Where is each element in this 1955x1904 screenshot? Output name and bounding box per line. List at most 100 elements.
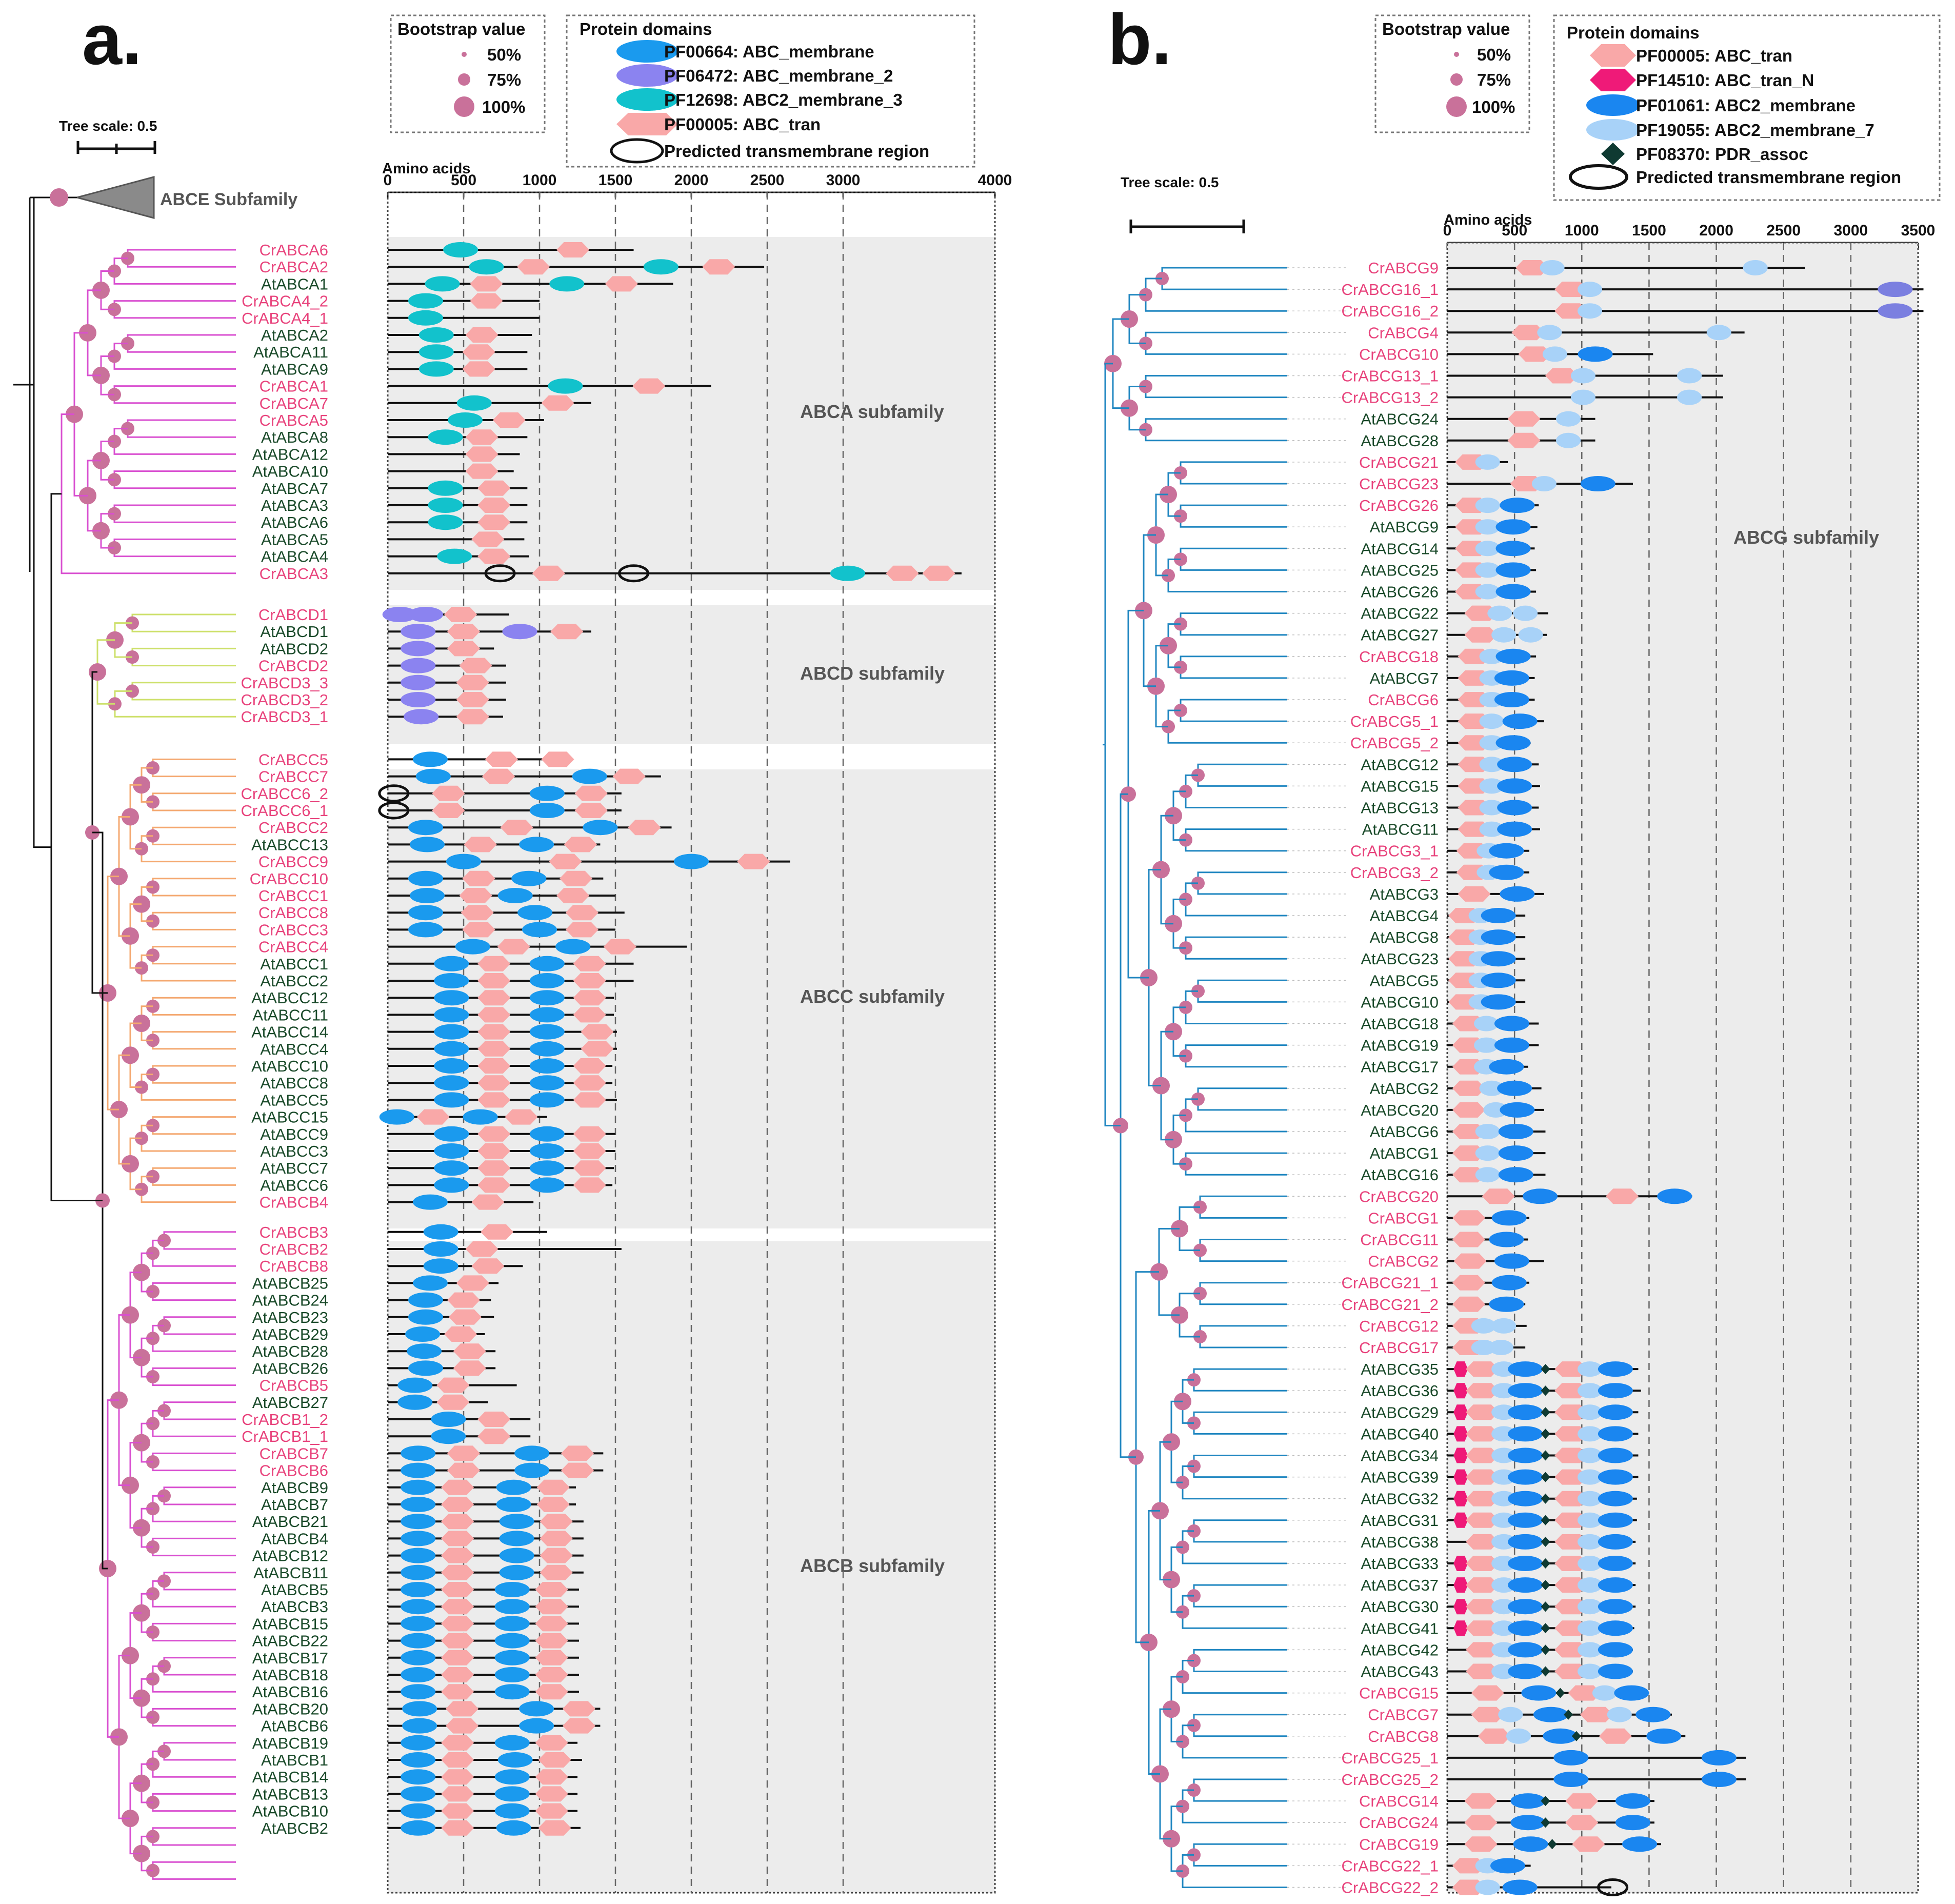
pf00005-domain-AtABCG42	[1466, 1642, 1499, 1658]
pf00664-domain-CrABCC1	[497, 888, 533, 903]
pf19055-domain-CrABCG13_2	[1677, 389, 1702, 405]
pf08370-domain-AtABCG30	[1541, 1601, 1550, 1612]
pf00005-domain-AtABCB6	[446, 1718, 479, 1734]
pf00664-domain-AtABCB18	[401, 1667, 436, 1682]
pf12698-legend-label: PF12698: ABC2_membrane_3	[664, 90, 903, 109]
pf00005-domain-AtABCA12	[465, 446, 498, 462]
tree-branch	[131, 647, 236, 657]
tree-branch	[152, 802, 236, 811]
pf00664-domain-AtABCB14	[401, 1769, 436, 1785]
pf00005-domain-AtABCG20	[1452, 1102, 1485, 1118]
abce-collapsed-clade: ABCE Subfamily	[13, 176, 297, 572]
pf00005-domain-CrABCG8	[1478, 1728, 1511, 1744]
tree-branch	[1193, 1725, 1287, 1737]
pf00664-domain-AtABCB13	[401, 1786, 436, 1802]
pf12698-domain-AtABCA1	[549, 276, 585, 292]
panel-a-leaf-labels: CrABCA6CrABCA2AtABCA1CrABCA4_2CrABCA4_1A…	[241, 241, 328, 1837]
leaf-label: CrABCG13_2	[1341, 389, 1439, 407]
leaf-label: CrABCG14	[1359, 1792, 1439, 1810]
tm-region-swatch	[610, 138, 664, 164]
pf00005-domain-CrABCB4	[471, 1194, 505, 1210]
pf00664-domain-AtABCB24	[408, 1292, 443, 1308]
pf00664-domain-CrABCC1	[409, 888, 445, 903]
tree-branch	[141, 968, 236, 982]
leaf-label: AtABCG43	[1361, 1663, 1439, 1681]
tree-branch	[127, 419, 236, 429]
pf01061-domain-AtABCG8	[1481, 929, 1516, 945]
pf19055-domain-AtABCG6	[1475, 1124, 1500, 1139]
pf00664-domain-AtABCC5	[529, 1092, 565, 1108]
tree-branch	[152, 1167, 236, 1177]
pf00005-domain-AtABCC15	[416, 1109, 450, 1125]
pf00664-domain-AtABCB12	[401, 1548, 436, 1563]
pf12698-domain-AtABCA6	[428, 514, 463, 530]
pf08370-domain-CrABCG24	[1541, 1817, 1550, 1828]
pf01061-domain-CrABCG22_1	[1490, 1858, 1526, 1874]
pf08370-domain-CrABCG14	[1541, 1796, 1550, 1807]
pf01061-domain-AtABCG32	[1598, 1491, 1633, 1506]
pf00005-domain-AtABCA3	[477, 498, 511, 513]
panel-b-gridlines	[1446, 242, 1919, 1894]
pf00005-domain-AtABCC14	[581, 1024, 614, 1040]
pf00005-domain-AtABCB10	[535, 1803, 568, 1819]
tree-branch	[1197, 991, 1287, 1003]
tree-branch	[1197, 979, 1287, 991]
pf00005-domain-AtABCC4	[477, 1041, 511, 1057]
tree-branch	[1160, 815, 1173, 870]
tree-branch	[1197, 763, 1287, 776]
pf00005-domain-CrABCG8	[1599, 1728, 1632, 1744]
panel-a-bootstrap-legend: Bootstrap value 50% 75% 100%	[390, 14, 546, 133]
tree-branch	[1199, 1250, 1287, 1262]
tree-branch	[107, 876, 119, 993]
pf00005-domain-AtABCG35	[1466, 1361, 1499, 1377]
tree-branch	[1185, 1115, 1287, 1133]
pf00005-domain-AtABCA8	[465, 429, 498, 445]
tree-branch	[1193, 1411, 1287, 1423]
pf00664-domain-AtABCB5	[401, 1582, 436, 1597]
pf14510-domain-AtABCG30	[1453, 1599, 1468, 1615]
pf01061-domain-CrABCG24	[1615, 1815, 1650, 1831]
tree-branch	[163, 1325, 236, 1335]
bootstrap-75-marker	[458, 73, 470, 86]
pf00005-domain-AtABCG3	[1458, 886, 1491, 902]
pf00664-domain-AtABCB11	[401, 1564, 436, 1580]
leaf-label: AtABCB22	[252, 1632, 328, 1650]
pf00005-domain-CrABCA3	[886, 565, 919, 581]
pf01061-domain-AtABCG42	[1508, 1642, 1543, 1658]
tree-branch	[1193, 1584, 1287, 1596]
leaf-label: CrABCD2	[258, 657, 328, 675]
leaf-label: AtABCB24	[252, 1292, 328, 1310]
axis-tick-label: 500	[1502, 222, 1527, 239]
pf00005-domain-AtABCG2	[1452, 1080, 1485, 1096]
pf00005-domain-AtABCG39	[1466, 1469, 1499, 1485]
pf00005-domain-AtABCB20	[562, 1701, 595, 1717]
pf00005-domain-CrABCG11	[1452, 1232, 1485, 1247]
panel-b-axis-title: Amino acids	[1444, 212, 1532, 228]
pf01061-swatch	[1586, 94, 1640, 116]
pf12698-domain-CrABCA6	[443, 242, 478, 257]
pf01061-domain-AtABCG23	[1481, 951, 1516, 967]
pf01061-domain-CrABCG25_2	[1701, 1772, 1737, 1787]
pf00005-domain-CrABCA1	[632, 378, 666, 394]
pf19055-domain-CrABCG13_1	[1570, 368, 1595, 384]
pf01061-domain-CrABCG25_2	[1553, 1772, 1589, 1787]
tree-branch	[1199, 1195, 1287, 1207]
pf00664-domain-AtABCB17	[401, 1650, 436, 1665]
pf01061-domain-AtABCG42	[1598, 1642, 1633, 1658]
tree-branch	[152, 1717, 236, 1727]
tree-branch	[1180, 472, 1287, 485]
pf06472-legend-label: PF06472: ABC_membrane_2	[664, 66, 893, 85]
pf19055-domain-AtABCG41	[1491, 1620, 1517, 1636]
pf19055-domain-AtABCG29	[1491, 1404, 1517, 1420]
leaf-label: CrABCG8	[1368, 1728, 1439, 1746]
pf00005-domain-CrABCC5	[541, 751, 574, 767]
pf00005-domain-AtABCB18	[441, 1667, 474, 1682]
tree-branch	[129, 1485, 142, 1529]
pf19055-domain-AtABCG43	[1578, 1663, 1603, 1679]
pf19055-domain-CrABCG23	[1531, 476, 1557, 491]
leaf-label: AtABCG31	[1361, 1512, 1439, 1530]
leaf-label: AtABCA9	[261, 360, 328, 378]
pf01061-domain-AtABCG20	[1500, 1102, 1535, 1118]
pf00005-domain-AtABCC1	[477, 956, 511, 971]
leaf-label: AtABCA7	[261, 480, 328, 498]
